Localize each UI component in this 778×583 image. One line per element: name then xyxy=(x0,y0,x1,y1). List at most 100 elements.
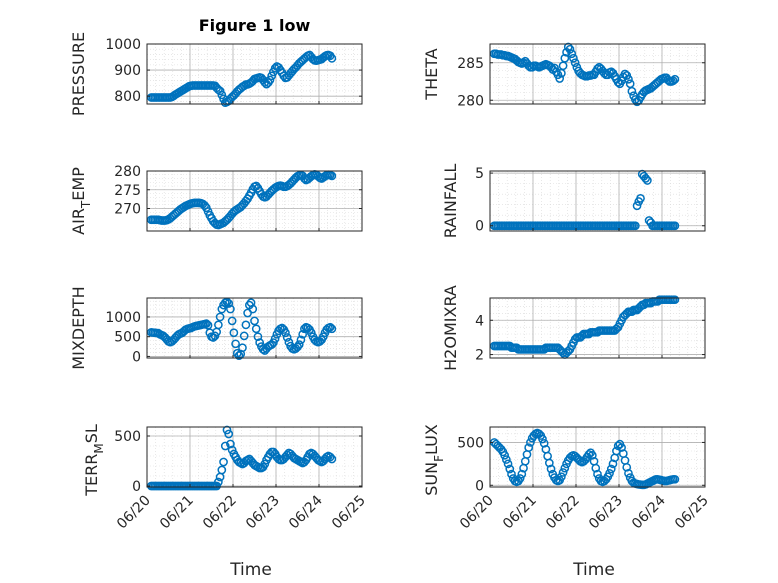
y-tick-label: 285 xyxy=(457,56,484,72)
data-point xyxy=(231,339,240,349)
data-point xyxy=(222,425,232,435)
data-point xyxy=(593,64,602,74)
y-tick-label: 500 xyxy=(114,330,141,346)
y-tick-label: 5 xyxy=(475,166,484,182)
y-tick-label: 800 xyxy=(114,89,141,105)
sun-flux-y-label-main: SUN xyxy=(422,462,441,496)
y-tick-label: 270 xyxy=(114,202,141,218)
pressure-axes-frame xyxy=(146,43,363,105)
y-tick-label: 500 xyxy=(114,429,141,445)
h2omixra-y-label-text: H2OMIXRA xyxy=(441,285,460,371)
y-tick-label: 0 xyxy=(132,349,141,365)
sun-flux-y-axis-label: SUNFLUX xyxy=(422,424,446,496)
data-point xyxy=(567,49,577,59)
data-point xyxy=(325,322,335,332)
data-point xyxy=(587,450,597,460)
data-point xyxy=(327,324,337,334)
data-point xyxy=(217,304,227,314)
data-point xyxy=(255,338,265,347)
sun-flux-y-label-rest: LUX xyxy=(422,424,441,455)
data-point xyxy=(224,429,234,439)
data-point xyxy=(558,468,568,477)
pressure-y-axis-label: PRESSURE xyxy=(69,32,88,116)
data-point xyxy=(624,468,633,478)
data-point xyxy=(260,459,270,469)
data-point xyxy=(296,335,306,345)
data-point xyxy=(557,472,566,482)
air-temp-data-points xyxy=(146,170,337,230)
data-point xyxy=(622,462,632,472)
theta-y-axis-label: THETA xyxy=(422,48,441,100)
terr-msl-y-tick-labels: 0 500 xyxy=(114,429,362,495)
terr-msl-y-label-rest: SL xyxy=(82,424,101,443)
data-point xyxy=(670,221,680,231)
subplot-rainfall: 05 RAINFALL xyxy=(441,164,706,238)
data-point xyxy=(632,201,642,211)
data-point xyxy=(260,78,270,87)
data-point xyxy=(214,320,223,330)
data-point xyxy=(560,53,570,63)
data-point xyxy=(300,324,309,334)
subplot-air-temp: 270 275 280 AIRTEMP xyxy=(69,164,363,235)
data-point xyxy=(584,450,594,459)
data-point xyxy=(224,299,234,308)
pressure-y-label-text: PRESSURE xyxy=(69,32,88,116)
h2omixra-data-points xyxy=(489,295,680,359)
air-temp-y-tick-labels: 270 275 280 xyxy=(114,164,362,218)
data-point xyxy=(668,76,678,86)
y-tick-label: 1000 xyxy=(105,310,141,326)
data-point xyxy=(210,331,220,341)
data-point xyxy=(253,332,263,342)
h2omixra-y-tick-labels: 24 xyxy=(475,313,705,364)
data-point xyxy=(524,443,534,452)
x-axis-label-left: Time xyxy=(229,560,272,580)
data-point xyxy=(627,86,637,96)
data-point xyxy=(298,329,308,339)
figure-title: Figure 1 low xyxy=(199,16,311,35)
data-point xyxy=(226,439,235,449)
data-point xyxy=(555,74,565,83)
subplot-theta: 280 285 THETA xyxy=(422,42,706,109)
data-point xyxy=(670,474,680,484)
data-point xyxy=(605,468,614,478)
data-point xyxy=(641,174,651,183)
data-point xyxy=(501,455,511,464)
data-point xyxy=(318,332,328,342)
data-point xyxy=(593,469,602,479)
y-tick-label: 280 xyxy=(114,164,141,180)
data-point xyxy=(281,328,290,338)
subplot-pressure: Figure 1 low 800 900 1000 PRESSURE xyxy=(69,16,363,116)
h2omixra-y-axis-label: H2OMIXRA xyxy=(441,285,460,371)
data-point xyxy=(630,221,640,231)
data-point xyxy=(327,54,337,63)
y-tick-label: 1000 xyxy=(105,37,141,53)
mixdepth-y-tick-labels: 0 500 1000 xyxy=(105,310,362,365)
data-point xyxy=(570,58,580,68)
data-point xyxy=(670,295,680,305)
rainfall-y-tick-labels: 05 xyxy=(475,166,705,235)
y-tick-label: 0 xyxy=(132,479,141,495)
terr-msl-y-label-subscript: M xyxy=(92,443,106,453)
data-point xyxy=(558,348,568,358)
data-point xyxy=(226,304,235,314)
data-point xyxy=(546,464,556,474)
data-point xyxy=(517,469,527,479)
data-point xyxy=(215,312,225,322)
mixdepth-y-axis-label: MIXDEPTH xyxy=(69,286,88,369)
y-tick-label: 0 xyxy=(475,219,484,235)
data-point xyxy=(284,337,294,347)
data-point xyxy=(294,340,304,349)
data-point xyxy=(565,44,575,54)
terr-msl-axes-frame xyxy=(146,426,363,488)
terr-msl-data-points xyxy=(146,425,337,491)
data-point xyxy=(270,334,280,344)
theta-data-points xyxy=(489,42,680,107)
data-point xyxy=(282,333,292,342)
y-tick-label: 500 xyxy=(457,435,484,451)
y-tick-label: 2 xyxy=(475,348,484,364)
data-point xyxy=(201,319,211,329)
mixdepth-data-points xyxy=(146,297,337,360)
data-point xyxy=(630,95,640,104)
